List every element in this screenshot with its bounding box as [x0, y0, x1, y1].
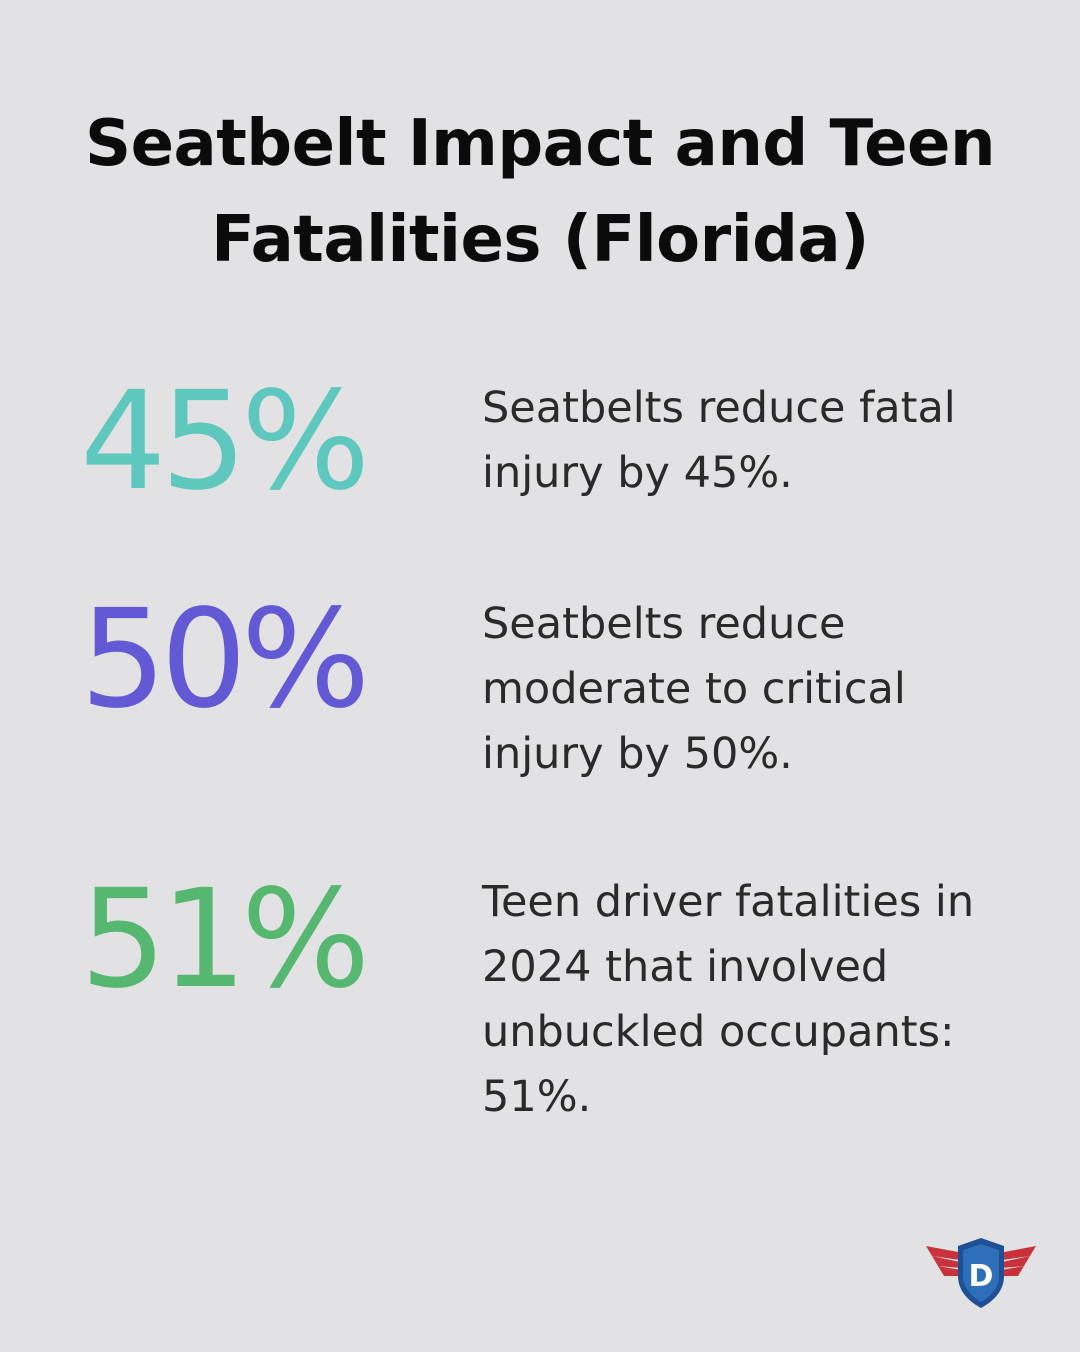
logo-letter: D — [969, 1259, 994, 1294]
stat-description: Seatbelts reduce moderate to critical in… — [482, 599, 906, 779]
shield-wings-logo-icon: D — [924, 1234, 1038, 1312]
stat-description: Seatbelts reduce fatal injury by 45%. — [482, 383, 956, 498]
stat-value: 51% — [80, 861, 370, 1019]
stat-description: Teen driver fatalities in 2024 that invo… — [482, 877, 975, 1122]
title-line-1: Seatbelt Impact and Teen — [85, 107, 996, 181]
stat-value: 50% — [80, 581, 370, 739]
title-line-2: Fatalities (Florida) — [211, 203, 869, 277]
page-title: Seatbelt Impact and Teen Fatalities (Flo… — [40, 96, 1040, 288]
stat-value: 45% — [80, 363, 370, 521]
